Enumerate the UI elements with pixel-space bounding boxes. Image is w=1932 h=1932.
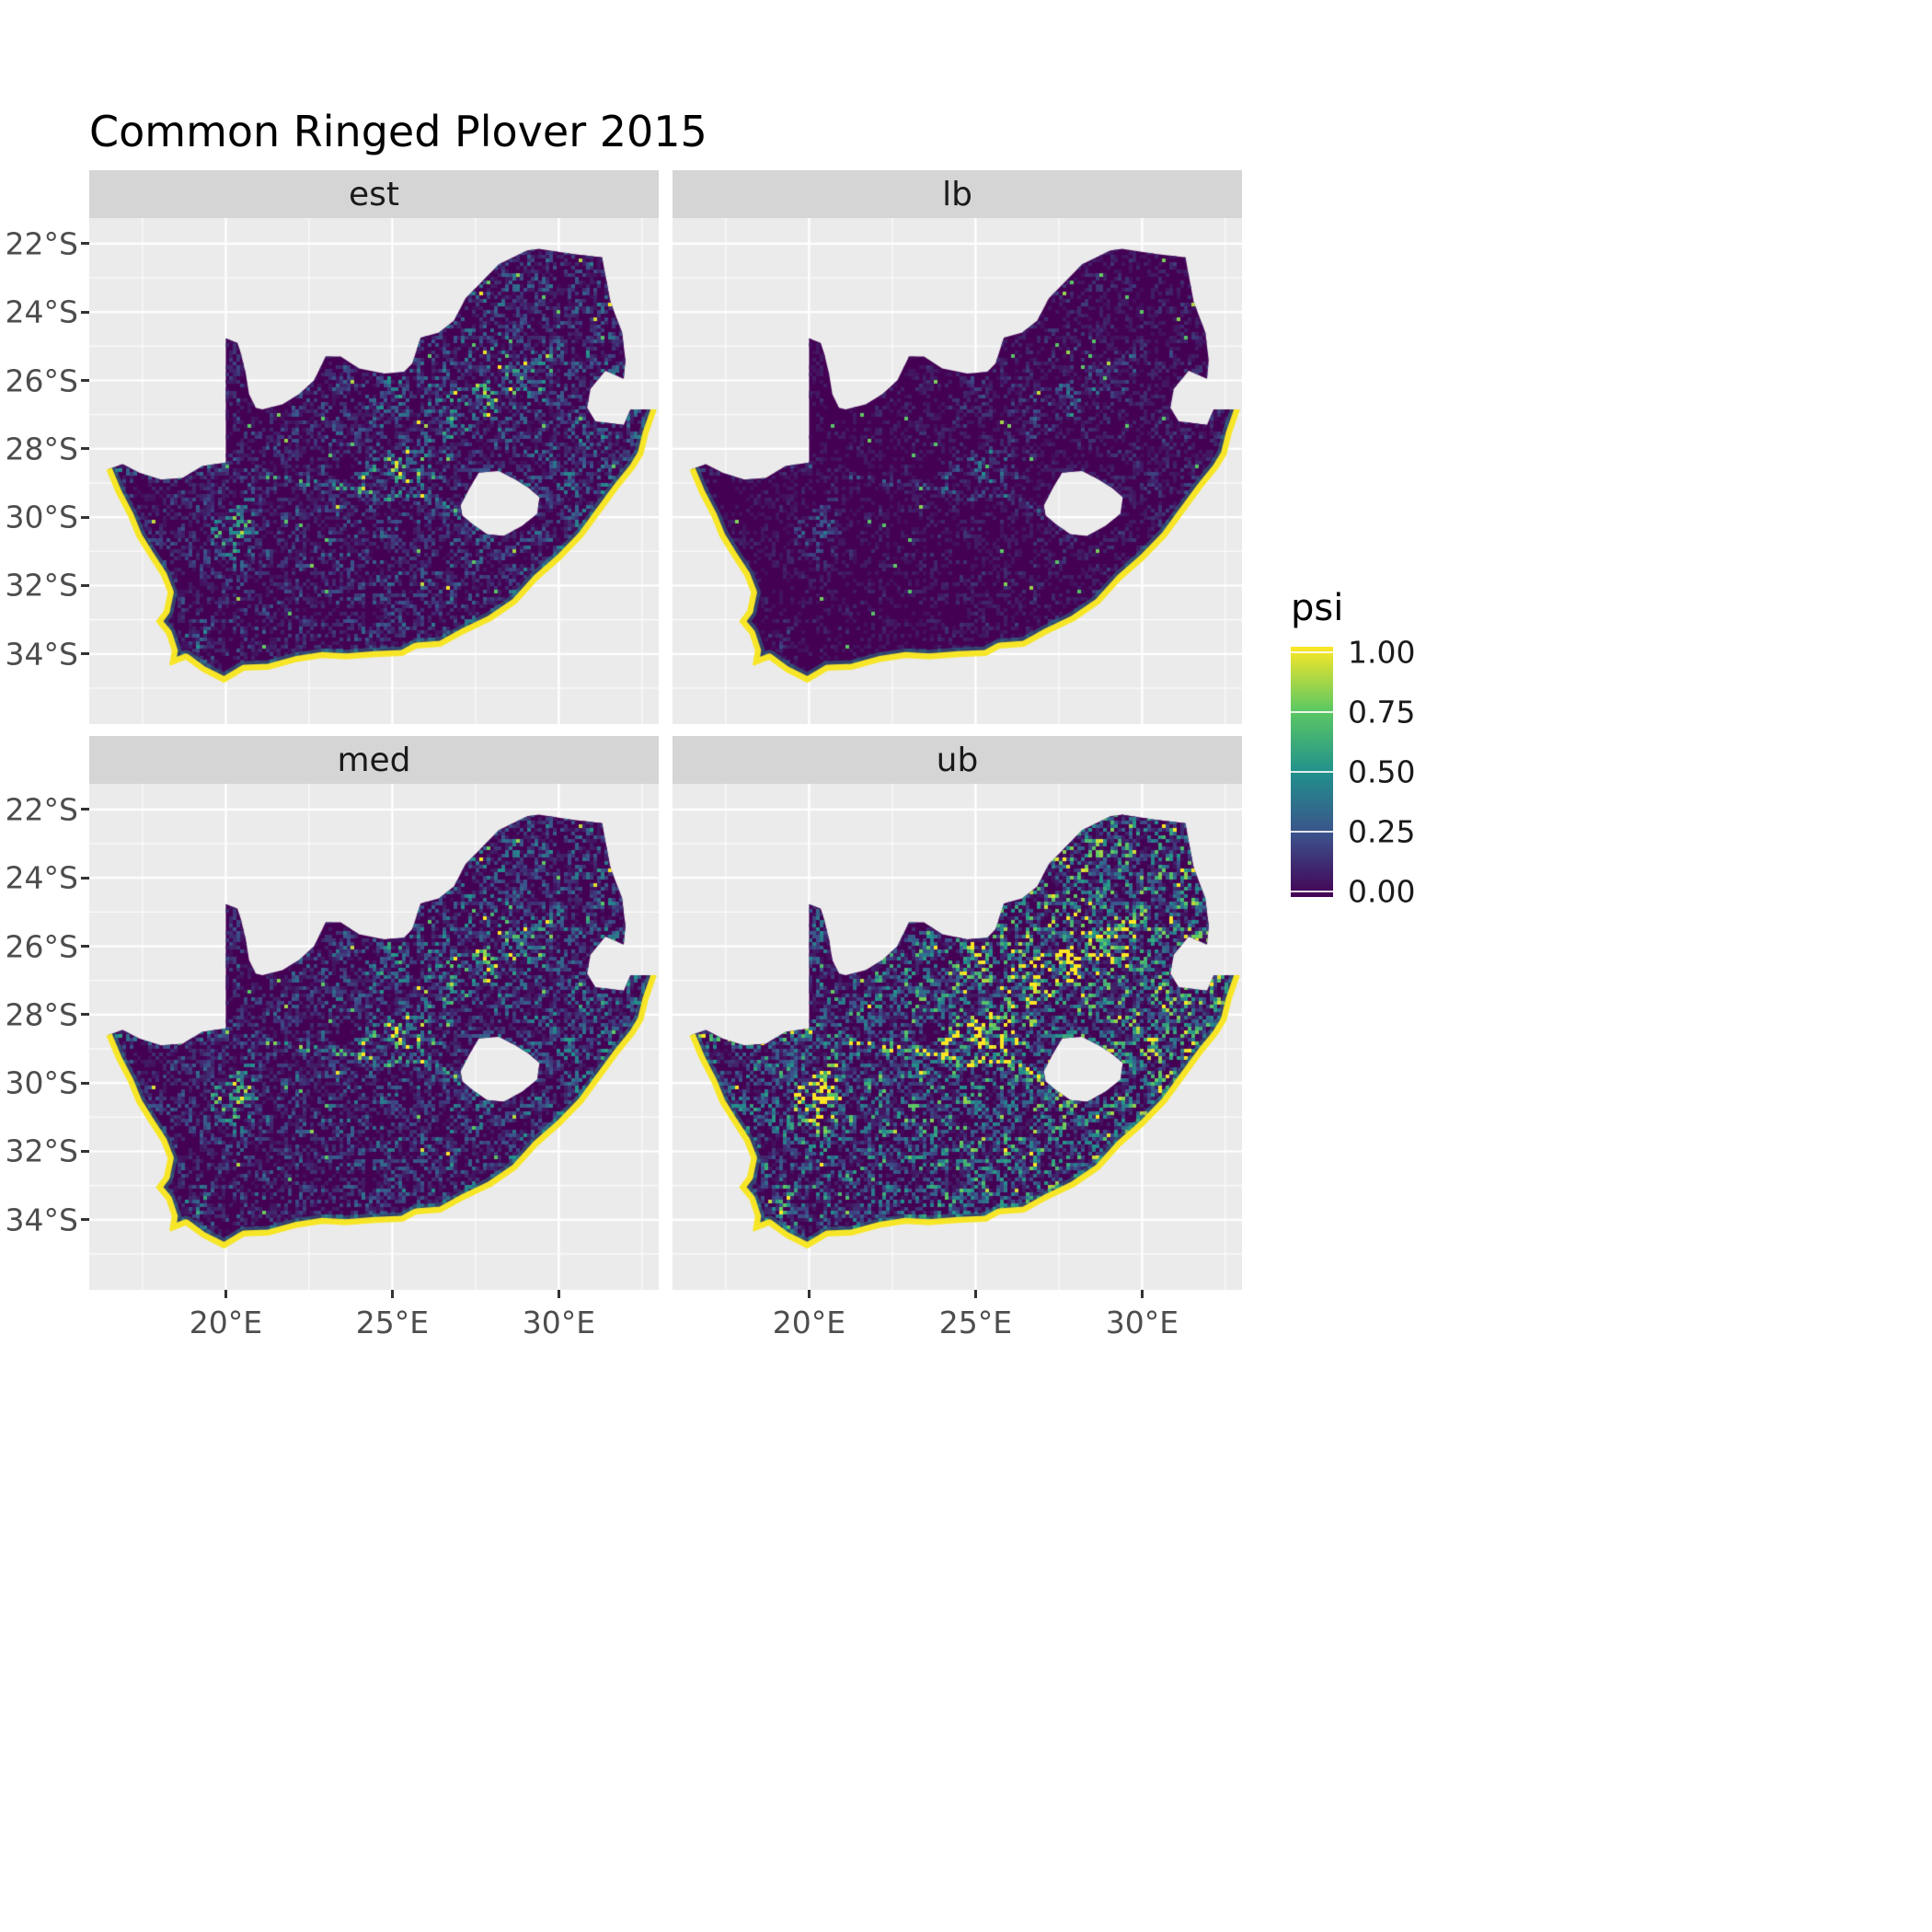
map-canvas-med <box>89 784 659 1290</box>
x-axis-tick-mark <box>224 1290 227 1298</box>
y-axis-tick-label: 30°S <box>5 1064 78 1101</box>
x-axis-tick-label: 25°E <box>355 1305 430 1340</box>
legend-tick-mark <box>1291 711 1333 713</box>
x-axis-tick-mark <box>1140 1290 1144 1298</box>
x-axis-tick-mark <box>557 1290 560 1298</box>
y-axis-tick-mark <box>81 379 89 383</box>
y-axis-tick-label: 28°S <box>5 996 78 1033</box>
y-axis-tick-label: 30°S <box>5 499 78 535</box>
x-axis-tick-label: 20°E <box>772 1305 846 1340</box>
legend-tick-label: 0.75 <box>1348 694 1416 730</box>
legend-title: psi <box>1291 587 1344 629</box>
y-axis-tick-mark <box>81 1013 89 1017</box>
y-axis-tick-label: 34°S <box>5 1202 78 1238</box>
y-axis-tick-label: 24°S <box>5 859 78 896</box>
y-axis-tick-mark <box>81 1081 89 1085</box>
facet-strip-est: est <box>89 170 659 218</box>
legend-tick-mark <box>1291 831 1333 833</box>
facet-strip-label: est <box>348 175 400 213</box>
y-axis-tick-mark <box>81 652 89 656</box>
y-axis-tick-mark <box>81 808 89 811</box>
facet-strip-med: med <box>89 736 659 784</box>
x-axis-tick-label: 25°E <box>938 1305 1013 1340</box>
x-axis-tick-label: 20°E <box>189 1305 263 1340</box>
x-axis-tick-label: 30°E <box>522 1305 596 1340</box>
y-axis-tick-label: 26°S <box>5 362 78 399</box>
y-axis-tick-label: 22°S <box>5 791 78 828</box>
y-axis-tick-mark <box>81 1218 89 1222</box>
map-canvas-lb <box>673 218 1242 724</box>
y-axis-tick-label: 24°S <box>5 293 78 330</box>
y-axis-tick-label: 26°S <box>5 928 78 965</box>
facet-strip-lb: lb <box>673 170 1242 218</box>
y-axis-tick-label: 32°S <box>5 1133 78 1169</box>
y-axis-tick-mark <box>81 1149 89 1153</box>
x-axis-tick-mark <box>807 1290 811 1298</box>
facet-strip-label: lb <box>942 175 972 213</box>
legend-tick-mark <box>1291 771 1333 773</box>
y-axis-tick-label: 28°S <box>5 431 78 467</box>
y-axis-tick-mark <box>81 310 89 314</box>
x-axis-tick-label: 30°E <box>1105 1305 1179 1340</box>
facet-strip-ub: ub <box>673 736 1242 784</box>
legend-tick-label: 0.25 <box>1348 813 1416 850</box>
y-axis-tick-mark <box>81 515 89 519</box>
facet-strip-label: ub <box>936 741 979 779</box>
x-axis-tick-mark <box>390 1290 394 1298</box>
y-axis-tick-mark <box>81 242 89 246</box>
y-axis-tick-mark <box>81 876 89 880</box>
map-canvas-ub <box>673 784 1242 1290</box>
y-axis-tick-label: 22°S <box>5 225 78 262</box>
legend-tick-label: 1.00 <box>1348 634 1416 671</box>
y-axis-tick-label: 34°S <box>5 636 78 673</box>
legend-tick-label: 0.50 <box>1348 753 1416 790</box>
y-axis-tick-mark <box>81 583 89 587</box>
plot-title: Common Ringed Plover 2015 <box>89 107 707 156</box>
legend-tick-mark <box>1291 891 1333 892</box>
legend-tick-label: 0.00 <box>1348 873 1416 910</box>
legend-tick-mark <box>1291 651 1333 653</box>
facet-strip-label: med <box>337 741 411 779</box>
y-axis-tick-mark <box>81 447 89 451</box>
y-axis-tick-label: 32°S <box>5 567 78 604</box>
map-canvas-est <box>89 218 659 724</box>
y-axis-tick-mark <box>81 945 89 949</box>
x-axis-tick-mark <box>973 1290 977 1298</box>
